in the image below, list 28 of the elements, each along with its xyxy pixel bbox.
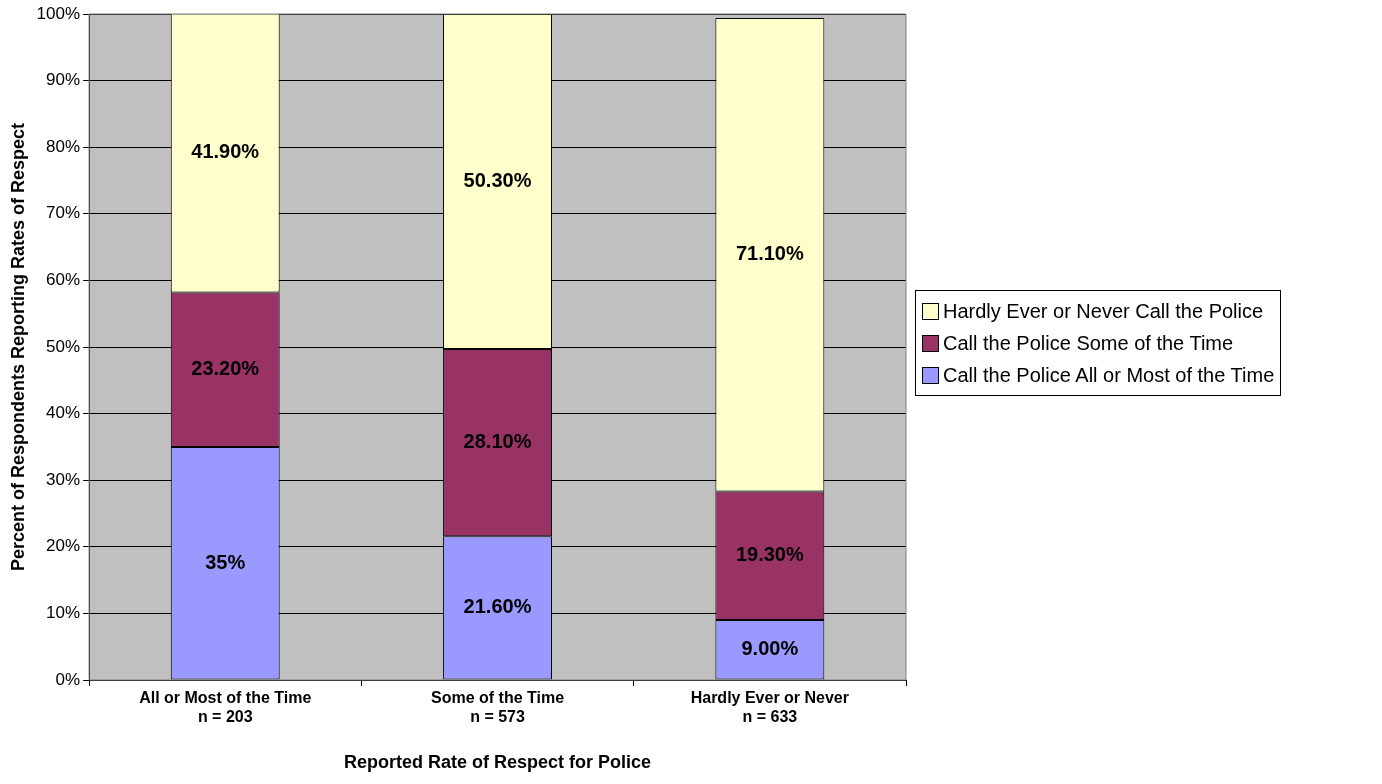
y-tick-label: 50% <box>46 336 81 356</box>
data-label: 41.90% <box>191 140 260 163</box>
y-tick-label: 40% <box>46 403 81 423</box>
y-axis-title: Percent of Respondents Reporting Rates of Respect <box>7 122 28 572</box>
legend-label: Call the Police Some of the Time <box>943 331 1234 355</box>
data-label: 9.00% <box>741 637 799 660</box>
x-axis-title: Reported Rate of Respect for Police <box>344 752 652 773</box>
x-tick-label: Hardly Ever or Never n = 633 <box>690 689 849 726</box>
data-label: 19.30% <box>735 543 804 566</box>
y-tick-label: 30% <box>46 469 81 489</box>
data-label: 71.10% <box>735 242 804 265</box>
y-tick-label: 80% <box>46 136 81 156</box>
data-label: 35% <box>205 550 246 573</box>
legend-label: Hardly Ever or Never Call the Police <box>943 299 1264 323</box>
y-tick-label: 100% <box>36 3 81 23</box>
data-label: 21.60% <box>463 595 532 618</box>
y-tick-label: 10% <box>46 603 81 623</box>
y-tick-label: 0% <box>55 669 81 689</box>
y-tick-label: 90% <box>46 70 81 90</box>
y-tick-label: 20% <box>46 536 81 556</box>
x-tick-label: All or Most of the Time n = 203 <box>139 689 312 726</box>
x-tick-label: Some of the Time n = 573 <box>431 689 565 726</box>
legend-label: Call the Police All or Most of the Time <box>943 363 1275 387</box>
y-tick-label: 70% <box>46 203 81 223</box>
y-tick-label: 60% <box>46 270 81 290</box>
data-label: 23.20% <box>191 357 260 380</box>
data-label: 28.10% <box>463 430 532 453</box>
data-label: 50.30% <box>463 169 532 192</box>
